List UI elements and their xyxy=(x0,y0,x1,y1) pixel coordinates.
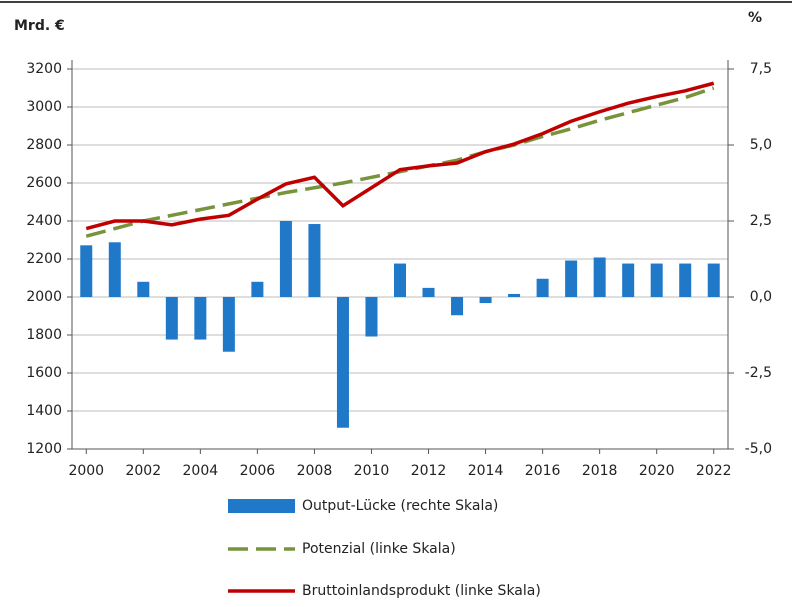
bar xyxy=(593,257,606,297)
y-axis-label: Mrd. € xyxy=(14,18,65,34)
bar xyxy=(679,263,692,297)
x-tick-label: 2008 xyxy=(297,463,333,479)
bar xyxy=(80,245,93,297)
bar xyxy=(451,297,464,316)
x-tick-label: 2020 xyxy=(639,463,675,479)
legend-label: Output-Lücke (rechte Skala) xyxy=(302,498,498,514)
bar xyxy=(565,260,578,297)
bar xyxy=(194,297,207,340)
bar xyxy=(308,224,321,297)
x-tick-label: 2012 xyxy=(411,463,447,479)
x-tick-label: 2006 xyxy=(240,463,276,479)
y-tick-label: 1600 xyxy=(26,365,62,381)
bar xyxy=(251,281,264,297)
legend-label: Bruttoinlandsprodukt (linke Skala) xyxy=(302,583,541,599)
y2-tick-label: -5,0 xyxy=(745,441,772,457)
bar xyxy=(137,281,150,297)
bar xyxy=(536,278,549,297)
y-tick-label: 2600 xyxy=(26,175,62,191)
y-tick-label: 2800 xyxy=(26,137,62,153)
bar xyxy=(707,263,720,297)
x-tick-label: 2010 xyxy=(354,463,390,479)
y2-tick-label: 7,5 xyxy=(750,61,772,77)
y-tick-label: 2400 xyxy=(26,213,62,229)
x-tick-label: 2016 xyxy=(525,463,561,479)
bar xyxy=(650,263,663,297)
bar xyxy=(165,297,178,340)
bar xyxy=(108,242,121,297)
line xyxy=(85,86,715,238)
line xyxy=(85,81,715,231)
bar xyxy=(279,221,292,297)
y2-tick-label: 2,5 xyxy=(750,213,772,229)
bar xyxy=(336,297,349,428)
y-tick-label: 3200 xyxy=(26,61,62,77)
x-tick-label: 2000 xyxy=(68,463,104,479)
bar xyxy=(479,297,492,304)
x-tick-label: 2014 xyxy=(468,463,504,479)
y-tick-label: 2200 xyxy=(26,251,62,267)
bar xyxy=(622,263,635,297)
y-tick-label: 2000 xyxy=(26,289,62,305)
bar xyxy=(508,293,521,297)
y2-tick-label: 0,0 xyxy=(750,289,772,305)
y2-axis-label: % xyxy=(748,10,762,26)
x-tick-label: 2002 xyxy=(125,463,161,479)
x-tick-label: 2018 xyxy=(582,463,618,479)
y-tick-label: 3000 xyxy=(26,99,62,115)
legend-swatch xyxy=(228,499,295,513)
y2-tick-label: 5,0 xyxy=(750,137,772,153)
bar xyxy=(422,287,435,297)
y-tick-label: 1400 xyxy=(26,403,62,419)
bar xyxy=(394,263,406,297)
bar xyxy=(365,297,378,337)
x-tick-label: 2022 xyxy=(696,463,732,479)
x-tick-label: 2004 xyxy=(183,463,219,479)
y2-tick-label: -2,5 xyxy=(745,365,772,381)
y-tick-label: 1800 xyxy=(26,327,62,343)
bar xyxy=(222,297,235,352)
y-tick-label: 1200 xyxy=(26,441,62,457)
legend-label: Potenzial (linke Skala) xyxy=(302,541,456,557)
